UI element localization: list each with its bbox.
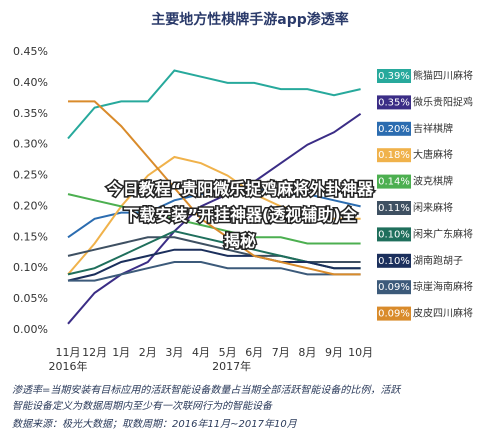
end-label: 0.10% — [378, 256, 410, 267]
year-label: 2016年 — [49, 359, 88, 373]
series-line — [68, 261, 361, 282]
legend-label: 波克棋牌 — [413, 175, 453, 188]
y-tick-label: 0.05% — [13, 292, 48, 305]
series-line — [67, 155, 361, 276]
series-line — [67, 248, 361, 282]
x-tick-label: 11月 — [56, 346, 81, 359]
end-label: 0.11% — [378, 203, 410, 214]
end-label: 0.20% — [378, 124, 410, 135]
legend-label: 大唐麻将 — [413, 148, 453, 161]
overlay-text: 今日教程“贵阳微乐捉鸡麻将外卦神器 — [106, 180, 375, 199]
series-line — [68, 100, 361, 276]
legend-label: 熊猫四川麻将 — [413, 69, 473, 82]
series-line — [67, 112, 362, 325]
x-tick-label: 10月 — [348, 346, 373, 359]
y-tick-label: 0.10% — [13, 261, 48, 274]
note-text: 智能设备定义为数据周期内至少有一次联网行为的智能设备 — [12, 400, 273, 412]
legend-label: 皮皮四川麻将 — [413, 307, 473, 320]
x-tick-label: 9月 — [325, 346, 343, 359]
plot-area: 0.00% 0.05% 0.10% 0.15% 0.20% 0.25% 0.30% 0.35%… — [13, 45, 473, 373]
series-line — [67, 236, 361, 263]
end-label-box — [377, 201, 411, 215]
end-label-box — [377, 121, 411, 136]
overlay-text: 揭秘 — [224, 232, 256, 251]
end-label: 0.09% — [378, 282, 410, 293]
x-tick-label: 6月 — [245, 346, 263, 359]
x-tick-label: 1月 — [112, 346, 130, 359]
end-label-box — [377, 306, 411, 321]
x-tick-label: 3月 — [165, 346, 183, 359]
x-tick-label: 8月 — [298, 346, 316, 359]
overlay-text: 下载安装”开挂神器(透视辅助)全 — [123, 206, 357, 225]
series-line — [67, 69, 361, 140]
end-label: 0.10% — [378, 229, 410, 240]
end-label: 0.18% — [378, 150, 410, 161]
y-tick-label: 0.20% — [13, 199, 48, 212]
x-tick-label: 5月 — [219, 346, 237, 359]
end-label-box — [377, 174, 411, 189]
overlay: 今日教程“贵阳微乐捉鸡麻将外卦神器下载安装”开挂神器(透视辅助)全揭秘渗透率=当… — [12, 178, 402, 430]
end-label-box — [377, 95, 411, 110]
x-tick-label: 7月 — [272, 346, 290, 359]
x-tick-label: 4月 — [192, 346, 210, 359]
end-label-box — [377, 69, 411, 83]
legend-label: 吉祥棋牌 — [413, 122, 453, 135]
y-tick-label: 0.35% — [13, 107, 48, 120]
y-tick-label: 0.30% — [13, 138, 48, 151]
legend-label: 闲来麻将 — [413, 201, 453, 214]
y-tick-label: 0.00% — [13, 323, 48, 336]
x-tick-label: 12月 — [82, 346, 107, 359]
year-label: 2017年 — [212, 359, 251, 373]
legend-label: 琼崖海南麻将 — [413, 280, 473, 293]
end-label-box — [377, 227, 411, 242]
legend-label: 微乐贵阳捉鸡 — [413, 95, 473, 108]
y-tick-label: 0.45% — [13, 45, 48, 58]
end-label-box — [377, 148, 411, 163]
end-label: 0.09% — [378, 309, 410, 320]
x-tick-label: 2月 — [139, 346, 157, 359]
chart-title: 主要地方性棋牌手游app渗透率 — [151, 11, 349, 28]
end-label: 0.14% — [378, 177, 410, 188]
end-label: 0.35% — [378, 97, 410, 108]
y-tick-label: 0.25% — [13, 169, 48, 182]
end-label: 0.39% — [378, 71, 410, 82]
legend-label: 闲来广东麻将 — [413, 227, 473, 240]
end-label-box — [377, 280, 411, 295]
source-text: 数据来源：极光大数据；取数周期：2016年11月~2017年10月 — [12, 418, 298, 430]
end-label-box — [377, 253, 411, 268]
y-tick-label: 0.15% — [13, 230, 48, 243]
y-tick-label: 0.40% — [13, 76, 48, 89]
legend-label: 湖南跑胡子 — [413, 254, 463, 267]
note-text: 渗透率=当期安装有目标应用的活跃智能设备数量占当期全部活跃智能设备的比例，活跃 — [12, 384, 402, 396]
